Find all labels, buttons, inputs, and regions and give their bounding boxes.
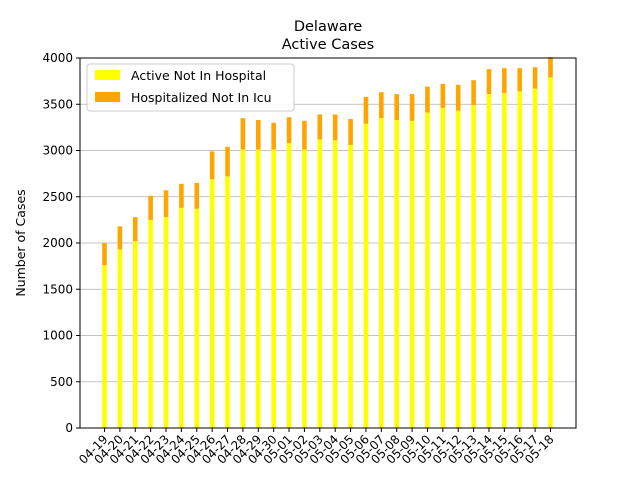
bar-hospitalized-not-in-icu-05-07 <box>379 92 384 118</box>
bar-hospitalized-not-in-icu-05-14 <box>487 69 492 94</box>
bar-active-not-in-hospital-05-08 <box>394 120 399 428</box>
bar-hospitalized-not-in-icu-05-17 <box>533 67 538 88</box>
bar-hospitalized-not-in-icu-04-29 <box>256 120 261 150</box>
legend-label-active-not-in-hospital: Active Not In Hospital <box>131 68 266 83</box>
bar-active-not-in-hospital-05-18 <box>548 77 553 428</box>
y-tick-label-1500: 1500 <box>42 282 73 296</box>
bar-active-not-in-hospital-04-19 <box>102 265 107 428</box>
bar-hospitalized-not-in-icu-04-20 <box>118 226 123 249</box>
bar-hospitalized-not-in-icu-04-21 <box>133 217 138 241</box>
bar-hospitalized-not-in-icu-05-05 <box>348 119 353 145</box>
bar-hospitalized-not-in-icu-05-15 <box>502 68 507 93</box>
y-tick-label-2000: 2000 <box>42 236 73 250</box>
bar-hospitalized-not-in-icu-04-22 <box>148 196 153 220</box>
bar-active-not-in-hospital-05-09 <box>410 121 415 428</box>
bar-active-not-in-hospital-05-04 <box>333 140 338 428</box>
bar-hospitalized-not-in-icu-04-30 <box>271 123 276 150</box>
y-tick-label-3500: 3500 <box>42 97 73 111</box>
bar-hospitalized-not-in-icu-05-03 <box>318 114 323 139</box>
bar-hospitalized-not-in-icu-04-28 <box>241 118 246 149</box>
y-tick-label-4000: 4000 <box>42 51 73 65</box>
bar-hospitalized-not-in-icu-05-11 <box>441 84 446 108</box>
bar-hospitalized-not-in-icu-05-12 <box>456 85 461 111</box>
bar-hospitalized-not-in-icu-05-01 <box>287 117 292 143</box>
y-tick-label-3000: 3000 <box>42 144 73 158</box>
y-tick-label-500: 500 <box>50 375 73 389</box>
bar-active-not-in-hospital-05-14 <box>487 94 492 428</box>
bar-hospitalized-not-in-icu-05-16 <box>517 68 522 91</box>
bar-active-not-in-hospital-05-01 <box>287 143 292 428</box>
y-axis-label: Number of Cases <box>13 189 28 296</box>
bar-active-not-in-hospital-05-07 <box>379 118 384 428</box>
bar-hospitalized-not-in-icu-05-02 <box>302 121 307 150</box>
bar-active-not-in-hospital-04-30 <box>271 150 276 428</box>
bar-active-not-in-hospital-05-10 <box>425 113 430 428</box>
bar-hospitalized-not-in-icu-04-26 <box>210 151 215 179</box>
bar-hospitalized-not-in-icu-04-19 <box>102 243 107 265</box>
y-tick-label-2500: 2500 <box>42 190 73 204</box>
bar-hospitalized-not-in-icu-05-10 <box>425 87 430 113</box>
bar-active-not-in-hospital-04-20 <box>118 249 123 428</box>
bar-active-not-in-hospital-04-24 <box>179 208 184 428</box>
bar-active-not-in-hospital-05-13 <box>471 105 476 428</box>
bar-active-not-in-hospital-04-27 <box>225 176 230 428</box>
bar-hospitalized-not-in-icu-04-23 <box>164 190 169 217</box>
bar-hospitalized-not-in-icu-04-25 <box>194 183 199 209</box>
bar-hospitalized-not-in-icu-05-08 <box>394 94 399 120</box>
bar-active-not-in-hospital-05-05 <box>348 145 353 428</box>
bar-active-not-in-hospital-05-06 <box>364 124 369 428</box>
legend-swatch-hospitalized-not-in-icu <box>95 92 120 102</box>
x-axis-ticks: 04-1904-2004-2104-2204-2304-2404-2504-26… <box>76 428 557 467</box>
bar-hospitalized-not-in-icu-05-06 <box>364 97 369 124</box>
y-tick-label-1000: 1000 <box>42 329 73 343</box>
bar-hospitalized-not-in-icu-04-24 <box>179 184 184 208</box>
bar-hospitalized-not-in-icu-05-04 <box>333 114 338 140</box>
y-tick-label-0: 0 <box>65 421 73 435</box>
legend-label-hospitalized-not-in-icu: Hospitalized Not In Icu <box>131 90 272 105</box>
chart-title: Delaware <box>294 19 362 35</box>
bar-hospitalized-not-in-icu-04-27 <box>225 147 230 177</box>
bar-active-not-in-hospital-05-11 <box>441 108 446 428</box>
bar-active-not-in-hospital-04-29 <box>256 150 261 428</box>
bar-active-not-in-hospital-05-12 <box>456 111 461 428</box>
bar-active-not-in-hospital-04-21 <box>133 241 138 428</box>
legend: Active Not In Hospital Hospitalized Not … <box>87 64 294 111</box>
bar-active-not-in-hospital-05-02 <box>302 150 307 428</box>
bar-active-not-in-hospital-04-25 <box>194 209 199 428</box>
bar-active-not-in-hospital-04-28 <box>241 150 246 428</box>
chart-subtitle: Active Cases <box>282 37 375 53</box>
bar-active-not-in-hospital-05-16 <box>517 91 522 428</box>
bar-hospitalized-not-in-icu-05-09 <box>410 94 415 121</box>
bar-hospitalized-not-in-icu-05-13 <box>471 80 476 105</box>
bar-active-not-in-hospital-05-03 <box>318 139 323 428</box>
bar-active-not-in-hospital-04-23 <box>164 217 169 428</box>
bar-hospitalized-not-in-icu-05-18 <box>548 57 553 77</box>
bar-active-not-in-hospital-04-26 <box>210 179 215 428</box>
bar-active-not-in-hospital-05-15 <box>502 93 507 428</box>
bar-active-not-in-hospital-04-22 <box>148 220 153 428</box>
bar-active-not-in-hospital-05-17 <box>533 89 538 428</box>
legend-swatch-active-not-in-hospital <box>95 70 120 80</box>
